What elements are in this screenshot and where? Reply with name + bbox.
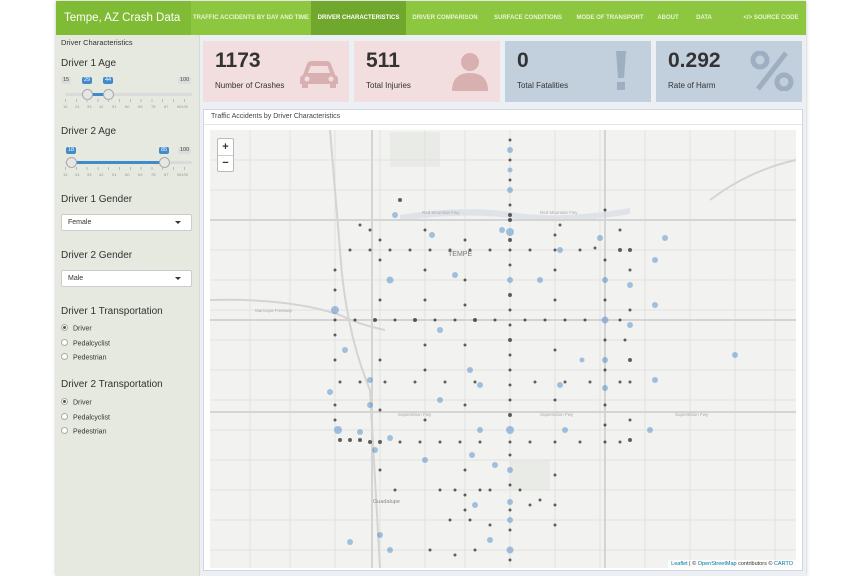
slider-ticks <box>65 99 192 102</box>
user-icon <box>452 53 488 91</box>
leaflet-link[interactable]: Leaflet <box>671 561 688 567</box>
source-code-link[interactable]: </> SOURCE CODE <box>740 1 802 35</box>
slider-to-badge: 85 <box>159 147 170 154</box>
fatalities-count: 0 <box>517 49 529 72</box>
driver2-gender-label: Driver 2 Gender <box>61 250 133 261</box>
zoom-in-button[interactable]: + <box>222 141 229 153</box>
slider-track[interactable] <box>65 93 192 96</box>
slider-selected-range <box>71 161 165 164</box>
crashes-value-box: 1173 Number of Crashes <box>203 41 349 102</box>
tab-driver-comparison[interactable]: DRIVER COMPARISON <box>412 15 478 21</box>
fatalities-label: Total Fatalities <box>517 81 569 90</box>
driver1-gender-label: Driver 1 Gender <box>61 194 133 205</box>
radio-driver2-pedalcyclist[interactable]: Pedalcyclist <box>61 413 110 421</box>
map-panel: Traffic Accidents by Driver Characterist… <box>203 109 803 571</box>
map-label-maricopa: Maricopa Freeway <box>255 308 293 313</box>
slider-min-badge: 15 <box>61 77 72 84</box>
radio-driver2-driver[interactable]: Driver <box>61 398 92 406</box>
slider-to-badge: 44 <box>103 77 114 84</box>
harm-rate-label: Rate of Harm <box>668 81 716 90</box>
slider-from-badge: 29 <box>82 77 93 84</box>
map-panel-title: Traffic Accidents by Driver Characterist… <box>211 113 341 120</box>
select-value: Male <box>68 275 84 282</box>
openstreetmap-link[interactable]: OpenStreetMap <box>697 561 737 567</box>
radio-driver1-pedestrian[interactable]: Pedestrian <box>61 353 106 361</box>
radio-driver1-driver[interactable]: Driver <box>61 324 92 332</box>
panel-divider <box>204 124 802 125</box>
crash-points <box>327 138 738 562</box>
crashes-label: Number of Crashes <box>215 81 285 90</box>
select-value: Female <box>68 219 92 226</box>
zoom-divider <box>218 155 233 156</box>
map-attribution: Leaflet | © OpenStreetMap contributors ©… <box>668 560 796 568</box>
map-label-tempe: TEMPE <box>448 251 472 258</box>
radio-icon <box>61 353 68 360</box>
exclamation-icon <box>616 51 626 90</box>
dashboard-app: Tempe, AZ Crash Data TRAFFIC ACCIDENTS B… <box>56 1 806 576</box>
attribution-text: contributors © <box>736 561 774 567</box>
attribution-separator: | © <box>687 561 698 567</box>
map-label-red-mountain: Red Mountain Fwy <box>422 210 460 215</box>
source-code-label: SOURCE CODE <box>753 15 799 21</box>
driver2-transport-label: Driver 2 Transportation <box>61 379 163 390</box>
injuries-label: Total Injuries <box>366 81 411 90</box>
tab-mode-of-transport[interactable]: MODE OF TRANSPORT <box>576 15 644 21</box>
caret-down-icon <box>175 277 181 280</box>
harm-rate-value: 0.292 <box>668 49 721 72</box>
crash-map[interactable]: Red Mountain Fwy Red Mountain Fwy Supers… <box>210 130 796 568</box>
sidebar: Driver Characteristics Driver 1 Age 15 2… <box>56 35 200 576</box>
percent-icon <box>750 51 794 91</box>
radio-icon <box>61 413 68 420</box>
crashes-count: 1173 <box>215 49 261 72</box>
car-icon <box>300 61 338 88</box>
map-label-red-mountain-east: Red Mountain Fwy <box>540 210 578 215</box>
map-label-guadalupe: Guadalupe <box>373 499 400 505</box>
tab-driver-characteristics[interactable]: DRIVER CHARACTERISTICS <box>311 1 406 35</box>
radio-icon <box>61 427 68 434</box>
driver1-transport-label: Driver 1 Transportation <box>61 306 163 317</box>
top-navbar: Tempe, AZ Crash Data TRAFFIC ACCIDENTS B… <box>56 1 806 35</box>
tab-about[interactable]: ABOUT <box>657 15 679 21</box>
zoom-control: + − <box>217 138 234 172</box>
radio-driver1-pedalcyclist[interactable]: Pedalcyclist <box>61 339 110 347</box>
injuries-count: 511 <box>366 49 400 72</box>
slider-max-badge: 100 <box>178 147 192 154</box>
map-label-superstition-east: Superstition Fwy <box>675 412 709 417</box>
tab-data[interactable]: DATA <box>696 15 712 21</box>
driver2-age-label: Driver 2 Age <box>61 126 117 137</box>
map-label-superstition-west: Superstition Fwy <box>398 412 432 417</box>
harm-rate-value-box: 0.292 Rate of Harm <box>656 41 802 102</box>
radio-checked-icon <box>61 324 68 331</box>
code-icon: </> <box>743 15 753 21</box>
fatalities-value-box: 0 Total Fatalities <box>505 41 651 102</box>
app-title: Tempe, AZ Crash Data <box>56 1 191 35</box>
driver1-age-label: Driver 1 Age <box>61 58 117 69</box>
radio-driver2-pedestrian[interactable]: Pedestrian <box>61 427 106 435</box>
driver2-gender-select[interactable]: Male <box>61 270 192 287</box>
slider-max-badge: 100 <box>178 77 192 84</box>
radio-checked-icon <box>61 398 68 405</box>
map-label-superstition: Superstition Fwy <box>540 412 574 417</box>
driver1-gender-select[interactable]: Female <box>61 214 192 231</box>
slider-ticks <box>65 167 192 170</box>
carto-link[interactable]: CARTO <box>773 561 793 567</box>
map-basemap: Red Mountain Fwy Red Mountain Fwy Supers… <box>210 130 796 568</box>
injuries-value-box: 511 Total Injuries <box>354 41 500 102</box>
tab-day-and-time[interactable]: TRAFFIC ACCIDENTS BY DAY AND TIME <box>192 15 310 21</box>
slider-selected-range <box>87 93 109 96</box>
radio-icon <box>61 339 68 346</box>
slider-from-badge: 18 <box>66 147 77 154</box>
zoom-out-button[interactable]: − <box>222 157 229 169</box>
caret-down-icon <box>175 221 181 224</box>
sidebar-heading: Driver Characteristics <box>61 38 133 47</box>
tab-surface-conditions[interactable]: SURFACE CONDITIONS <box>493 15 562 21</box>
